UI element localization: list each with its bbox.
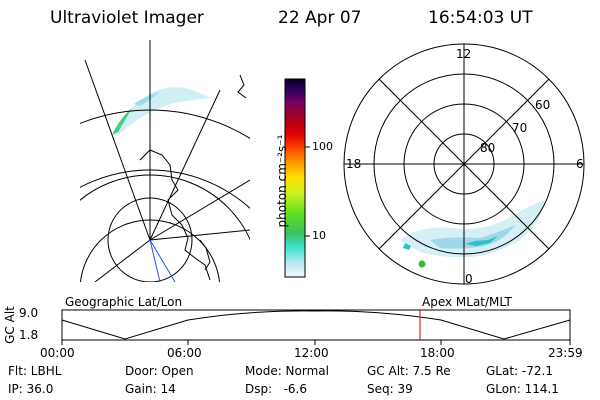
geographic-map xyxy=(80,40,250,282)
info-door: Door: Open xyxy=(125,364,194,378)
info-glat: GLat: -72.1 xyxy=(486,364,553,378)
colorbar xyxy=(284,78,306,278)
info-flt: Flt: LBHL xyxy=(8,364,62,378)
xtick-1800: 18:00 xyxy=(420,346,455,360)
info-mode: Mode: Normal xyxy=(245,364,329,378)
colorbar-tick-100: 100 xyxy=(312,140,333,153)
polar-plot xyxy=(343,43,585,285)
xtick-1200: 12:00 xyxy=(294,346,329,360)
lat-label-70: 70 xyxy=(512,121,528,135)
date-label: 22 Apr 07 xyxy=(278,8,362,28)
timeline-ylabel: GC Alt xyxy=(3,306,17,344)
instrument-title: Ultraviolet Imager xyxy=(50,8,204,28)
info-ip: IP: 36.0 xyxy=(8,382,54,396)
timeline-right-title: Apex MLat/MLT xyxy=(422,295,512,309)
info-seq: Seq: 39 xyxy=(367,382,413,396)
info-gain: Gain: 14 xyxy=(125,382,176,396)
info-dsp: Dsp: -6.6 xyxy=(245,382,308,396)
colorbar-label: photon cm⁻²s⁻¹ xyxy=(275,134,289,228)
xtick-0000: 00:00 xyxy=(40,346,75,360)
time-label: 16:54:03 UT xyxy=(428,8,533,28)
lat-label-80: 80 xyxy=(480,141,496,155)
lat-label-60: 60 xyxy=(535,98,551,112)
colorbar-tick-10: 10 xyxy=(312,229,326,242)
xtick-0600: 06:00 xyxy=(167,346,202,360)
timeline-ymin: 1.8 xyxy=(19,328,39,342)
mlt-label-0: 0 xyxy=(465,272,473,286)
mlt-label-6: 6 xyxy=(576,157,584,171)
timeline-left-title: Geographic Lat/Lon xyxy=(65,295,183,309)
mlt-label-18: 18 xyxy=(346,157,362,171)
info-glon: GLon: 114.1 xyxy=(486,382,559,396)
timeline-ymax: 9.0 xyxy=(19,306,39,320)
info-gcalt: GC Alt: 7.5 Re xyxy=(367,364,451,378)
mlt-label-12: 12 xyxy=(456,47,472,61)
xtick-2359: 23:59 xyxy=(548,346,583,360)
timeline-panel xyxy=(61,309,571,345)
